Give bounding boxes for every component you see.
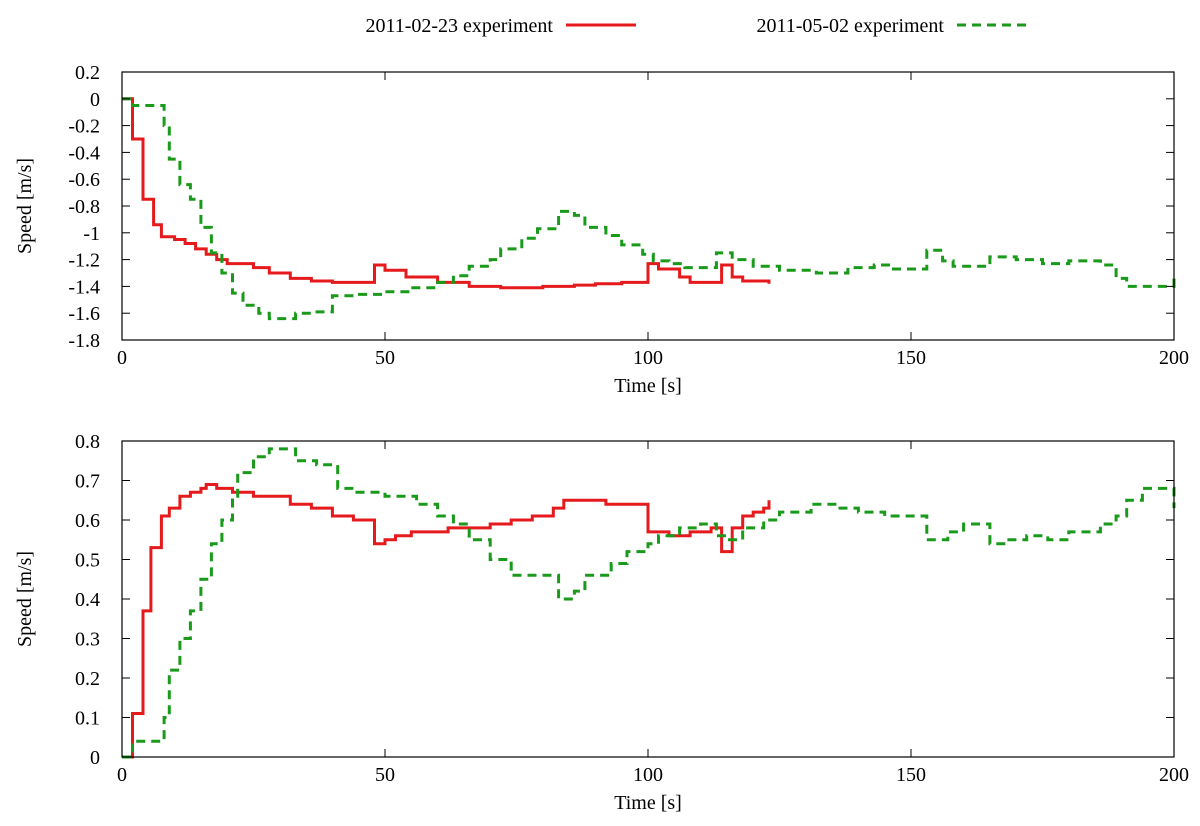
x-tick-label: 150 [896, 347, 926, 369]
legend-label-series-b: 2011-05-02 experiment [756, 15, 944, 37]
y-axis-label: Speed [m/s] [14, 158, 36, 254]
y-tick-label: -0.4 [68, 142, 100, 164]
y-tick-label: 0.7 [75, 471, 100, 493]
y-tick-label: 0.8 [75, 431, 100, 453]
x-tick-label: 200 [1159, 764, 1189, 786]
y-tick-label: 0.3 [75, 629, 100, 651]
x-tick-label: 100 [633, 347, 663, 369]
y-tick-label: 0 [90, 89, 100, 111]
legend-label-series-a: 2011-02-23 experiment [365, 15, 553, 37]
y-tick-label: 0.5 [75, 550, 100, 572]
y-tick-label: 0 [90, 747, 100, 769]
x-tick-label: 100 [633, 764, 663, 786]
x-tick-label: 0 [117, 347, 127, 369]
legend: 2011-02-23 experiment 2011-05-02 experim… [365, 15, 1027, 37]
y-tick-label: 0.6 [75, 510, 100, 532]
x-tick-label: 50 [375, 764, 395, 786]
x-tick-label: 50 [375, 347, 395, 369]
series-line-b [122, 447, 1176, 759]
top-chart-panel: 0 50 100 150 200 -1.8 -1.6 -1.4 -1.2 -1 -0.8 -0.6 -0… [14, 62, 1189, 397]
bottom-chart-panel: 0 50 100 150 200 0 0.1 0.2 0.3 0.4 0.5 0.6 0.7 0.8 Tim… [14, 431, 1189, 814]
y-axis-label: Speed [m/s] [14, 551, 36, 647]
plot-frame [121, 440, 1175, 758]
y-tick-label: 0.1 [75, 708, 100, 730]
y-tick-label: 0.4 [75, 589, 100, 611]
y-tick-label: 0.2 [75, 668, 100, 690]
y-tick-label: -1.6 [68, 303, 100, 325]
y-tick-label: -1.2 [68, 250, 100, 272]
y-tick-label: -1.4 [68, 276, 100, 298]
y-tick-label: -0.8 [68, 196, 100, 218]
x-tick-label: 150 [896, 764, 926, 786]
y-tick-label: -1 [83, 223, 100, 245]
x-axis-label: Time [s] [614, 792, 682, 814]
x-axis-label: Time [s] [614, 375, 682, 397]
series-line-a [122, 97, 771, 290]
series-line-a [122, 483, 771, 759]
x-tick-label: 0 [117, 764, 127, 786]
plot-frame [121, 71, 1175, 341]
y-tick-label: 0.2 [75, 62, 100, 84]
y-tick-label: -0.2 [68, 116, 100, 138]
y-tick-label: -1.8 [68, 330, 100, 352]
x-tick-label: 200 [1159, 347, 1189, 369]
series-line-b [122, 97, 1176, 321]
y-tick-label: -0.6 [68, 169, 100, 191]
